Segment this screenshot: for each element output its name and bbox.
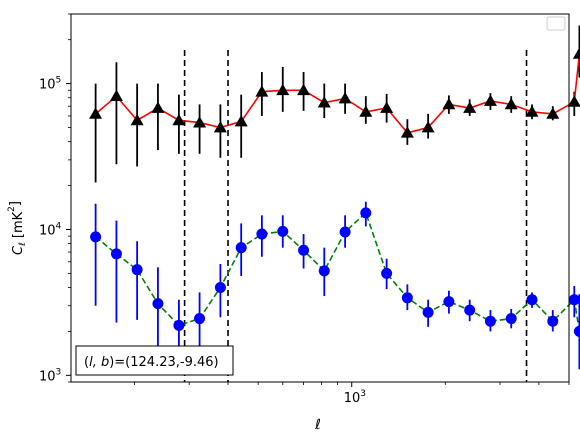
data-point: [463, 101, 477, 113]
data-point: [381, 267, 393, 279]
data-point: [464, 304, 476, 316]
data-point: [504, 97, 518, 110]
y-axis-label: Cℓ [mK2]: [7, 201, 28, 255]
y-tick-label: 105: [39, 76, 61, 93]
data-point: [90, 231, 102, 243]
data-point: [151, 101, 165, 113]
x-axis-label: ℓ: [314, 417, 321, 433]
data-point: [526, 294, 538, 306]
annotation-text: (l, b)=(124.23,-9.46): [84, 355, 219, 370]
data-point: [443, 296, 455, 308]
data-point: [339, 226, 351, 238]
x-tick-label: 103: [344, 389, 366, 406]
data-point: [525, 105, 539, 117]
data-point: [546, 107, 560, 119]
legend-box[interactable]: [546, 16, 566, 31]
y-tick-label: 104: [39, 221, 62, 238]
data-point: [401, 292, 413, 304]
data-point: [276, 83, 290, 96]
series-line: [95, 211, 580, 332]
data-point: [360, 207, 372, 219]
data-point: [422, 306, 434, 318]
series-1: [89, 25, 580, 183]
series-group: [89, 25, 580, 370]
data-point: [110, 248, 122, 260]
data-point: [400, 126, 414, 138]
annotation-box: (l, b)=(124.23,-9.46): [75, 345, 234, 376]
axes-frame: [70, 13, 570, 383]
data-point: [193, 116, 207, 128]
data-point: [109, 89, 123, 102]
data-point: [172, 113, 186, 126]
data-point: [505, 313, 517, 325]
data-point: [573, 325, 580, 337]
data-point: [131, 264, 143, 276]
data-point: [194, 313, 206, 325]
data-point: [235, 242, 247, 254]
vertical-lines: [183, 49, 528, 382]
data-point: [298, 244, 310, 256]
series-2: [90, 201, 580, 370]
data-point: [380, 101, 394, 113]
data-point: [89, 107, 103, 119]
data-point: [484, 315, 496, 327]
data-point: [318, 265, 330, 277]
data-point: [317, 96, 331, 108]
data-point: [483, 94, 497, 106]
y-tick-label: 103: [39, 367, 61, 384]
series-line: [95, 53, 580, 134]
data-point: [297, 83, 311, 96]
data-point: [338, 92, 352, 104]
data-point: [421, 121, 435, 133]
data-point: [214, 282, 226, 294]
data-point: [568, 294, 580, 306]
data-point: [547, 315, 559, 327]
data-point: [277, 225, 289, 237]
data-point: [567, 95, 580, 107]
data-point: [442, 97, 456, 110]
data-point: [255, 85, 269, 97]
data-point: [234, 114, 248, 127]
data-point: [213, 121, 227, 133]
data-point: [359, 105, 373, 117]
data-point: [256, 228, 268, 240]
data-point: [173, 319, 185, 331]
data-point: [130, 113, 144, 126]
data-point: [152, 298, 164, 310]
data-point: [572, 47, 580, 59]
